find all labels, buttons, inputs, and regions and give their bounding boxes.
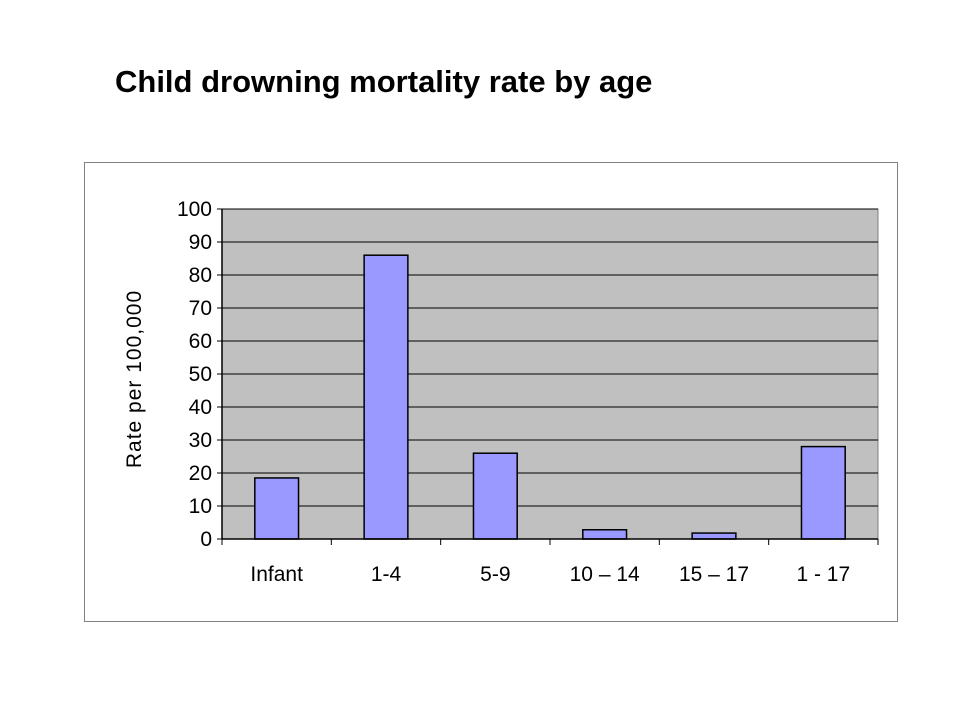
y-tick-label: 100 <box>177 198 212 221</box>
y-tick-label: 10 <box>189 495 212 518</box>
y-tick-label: 70 <box>189 297 212 320</box>
bar <box>582 529 628 540</box>
bar-chart: 0 10 20 30 40 50 60 70 80 90 100 Infant 1-4 5-9 10 – … <box>123 198 879 586</box>
x-tick-label: 1-4 <box>371 563 402 586</box>
x-tick-label: 10 – 14 <box>570 563 640 586</box>
y-tick-label: 60 <box>189 330 212 353</box>
page-title: Child drowning mortality rate by age <box>115 64 653 99</box>
y-tick-label: 20 <box>189 462 212 485</box>
x-tick-label: 15 – 17 <box>679 563 749 586</box>
bar <box>363 254 409 540</box>
y-tick-label: 30 <box>189 429 212 452</box>
y-axis-title: Rate per 100,000 <box>123 290 146 468</box>
gridlines <box>222 208 878 507</box>
y-tick-label: 50 <box>189 363 212 386</box>
x-tick-label: 1 - 17 <box>796 563 850 586</box>
axes <box>217 208 879 545</box>
bar <box>472 452 518 540</box>
chart-frame: 0 10 20 30 40 50 60 70 80 90 100 Infant 1-4 5-9 10 – … <box>84 162 898 622</box>
bar <box>254 477 300 540</box>
bar <box>691 532 737 540</box>
x-tick-label: Infant <box>250 563 303 586</box>
x-tick-label: 5-9 <box>480 563 510 586</box>
y-tick-label: 40 <box>189 396 212 419</box>
bar <box>800 445 846 540</box>
x-tick-labels: Infant 1-4 5-9 10 – 14 15 – 17 1 - 17 <box>250 563 850 586</box>
y-tick-label: 80 <box>189 264 212 287</box>
y-tick-label: 0 <box>200 528 212 551</box>
y-tick-labels: 0 10 20 30 40 50 60 70 80 90 100 <box>177 198 212 551</box>
y-tick-label: 90 <box>189 231 212 254</box>
